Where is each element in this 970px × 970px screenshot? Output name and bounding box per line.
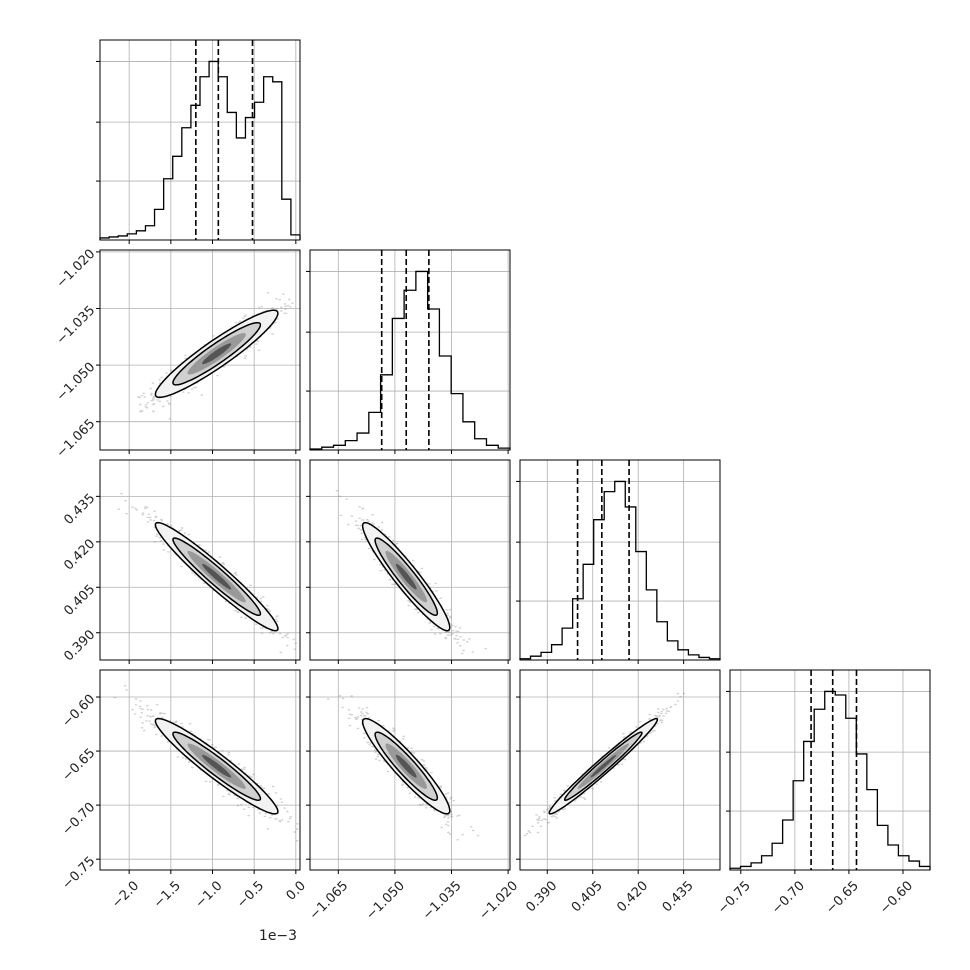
y-tick-label: −1.065: [54, 416, 99, 461]
contour-level-3: [202, 343, 232, 365]
y-tick-label: 0.390: [61, 627, 98, 664]
y-tick-label: −1.020: [54, 247, 99, 292]
x-tick-label: −0.60: [877, 878, 916, 917]
x-tick-label: −1.020: [477, 878, 522, 923]
panel-frame: [309, 669, 511, 871]
histogram-panel-3: [726, 669, 931, 871]
scatter-panel-1-2: [309, 459, 511, 661]
scatter-panel-0-3: [99, 669, 301, 871]
panel-background: [100, 40, 300, 240]
y-tick-label: 0.435: [61, 491, 98, 528]
panel-background: [100, 670, 300, 870]
panel-background: [520, 460, 720, 660]
x-offset-label: 1e−3: [259, 928, 297, 944]
panel-background: [310, 460, 510, 660]
histogram-panel-0: [96, 39, 301, 241]
panel-frame: [99, 249, 301, 451]
panel-frame: [519, 459, 721, 661]
x-tick-label: −0.75: [715, 878, 754, 917]
x-tick-label: −1.050: [363, 878, 408, 923]
contour-level-3: [590, 754, 617, 778]
scatter-content: [117, 493, 297, 654]
x-tick-label: 0.405: [569, 878, 606, 915]
y-tick-label: −1.035: [54, 303, 99, 348]
scatter-content: [326, 695, 480, 841]
histogram-step-3: [729, 690, 931, 870]
histogram-step-1: [309, 270, 511, 450]
panel-frame: [309, 459, 511, 661]
x-tick-label: 0.435: [660, 878, 697, 915]
panel-background: [730, 670, 930, 870]
contour-level-3: [202, 563, 232, 590]
scatter-panel-0-1: [99, 249, 301, 451]
panel-frame: [99, 459, 301, 661]
y-tick-label: −0.60: [60, 692, 99, 731]
contour-level-3: [202, 754, 232, 778]
contour-level-3: [395, 563, 417, 590]
panel-background: [520, 670, 720, 870]
y-tick-label: −0.65: [60, 746, 99, 785]
x-tick-label: −0.70: [769, 878, 808, 917]
histogram-step-0: [99, 60, 301, 240]
panel-frame: [729, 669, 931, 871]
x-tick-label: −1.0: [193, 878, 226, 911]
histogram-panel-2: [516, 459, 721, 661]
panel-frame: [99, 39, 301, 241]
x-tick-label: −0.65: [823, 878, 862, 917]
x-tick-label: −1.5: [151, 878, 184, 911]
histogram-panel-1: [306, 249, 511, 451]
panel-background: [310, 250, 510, 450]
scatter-content: [520, 692, 686, 840]
scatter-panel-0-2: [99, 459, 301, 661]
panel-frame: [309, 249, 511, 451]
y-tick-label: −0.75: [60, 854, 99, 893]
y-tick-label: 0.405: [61, 582, 98, 619]
x-tick-label: −2.0: [109, 878, 142, 911]
histogram-step-2: [519, 480, 721, 660]
x-tick-label: 0.0: [284, 878, 309, 903]
x-tick-label: −1.065: [307, 878, 352, 923]
scatter-panel-1-3: [309, 669, 511, 871]
y-tick-label: −0.70: [60, 800, 99, 839]
panel-frame: [519, 669, 721, 871]
x-tick-label: 0.420: [614, 878, 651, 915]
y-tick-label: 0.420: [61, 537, 98, 574]
y-tick-label: −1.050: [54, 360, 99, 405]
scatter-content: [137, 292, 294, 420]
scatter-content: [335, 490, 487, 655]
scatter-panel-2-3: [519, 669, 721, 871]
scatter-content: [113, 685, 299, 842]
panel-frame: [99, 669, 301, 871]
contour-level-3: [395, 754, 417, 778]
x-tick-label: 0.390: [523, 878, 560, 915]
x-tick-label: −0.5: [234, 878, 267, 911]
x-tick-label: −1.035: [420, 878, 465, 923]
